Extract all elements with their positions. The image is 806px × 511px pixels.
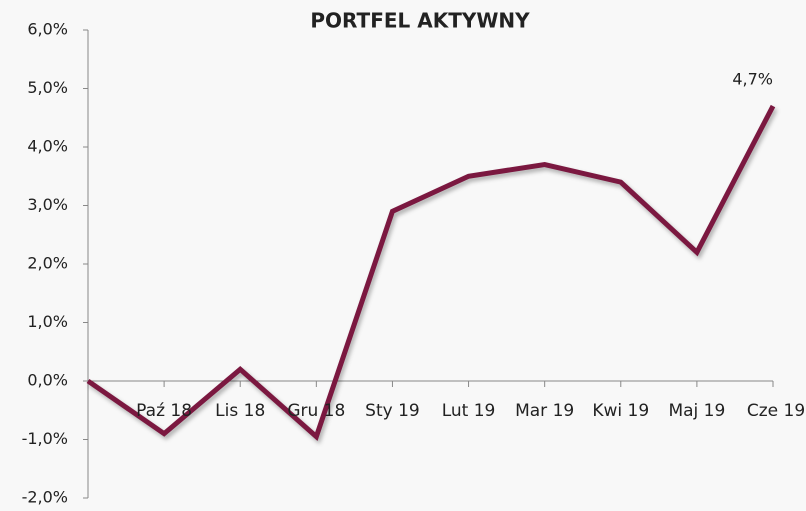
- x-tick-label: Lis 18: [215, 401, 266, 421]
- x-tick-label: Gru 18: [287, 401, 346, 421]
- chart-title: PORTFEL AKTYWNY: [310, 9, 530, 33]
- y-tick-label: 1,0%: [27, 312, 68, 331]
- y-tick-label: 0,0%: [27, 371, 68, 390]
- data-label: 4,7%: [732, 70, 773, 89]
- x-tick-label: Cze 19: [746, 401, 806, 421]
- x-tick-label: Maj 19: [668, 401, 726, 421]
- y-tick-label: 2,0%: [27, 254, 68, 273]
- y-tick-label: 6,0%: [27, 20, 68, 39]
- x-tick-label: Lut 19: [441, 401, 496, 421]
- y-tick-label: 4,0%: [27, 137, 68, 156]
- x-tick-label: Kwi 19: [592, 401, 650, 421]
- y-tick-label: 5,0%: [27, 78, 68, 97]
- x-tick-label: Sty 19: [365, 401, 420, 421]
- y-tick-label: -1,0%: [22, 429, 68, 448]
- x-tick-label: Paź 18: [136, 401, 193, 421]
- y-tick-label: 3,0%: [27, 195, 68, 214]
- x-tick-label: Mar 19: [515, 401, 575, 421]
- data-line: [86, 104, 776, 441]
- y-tick-label: -2,0%: [22, 488, 68, 507]
